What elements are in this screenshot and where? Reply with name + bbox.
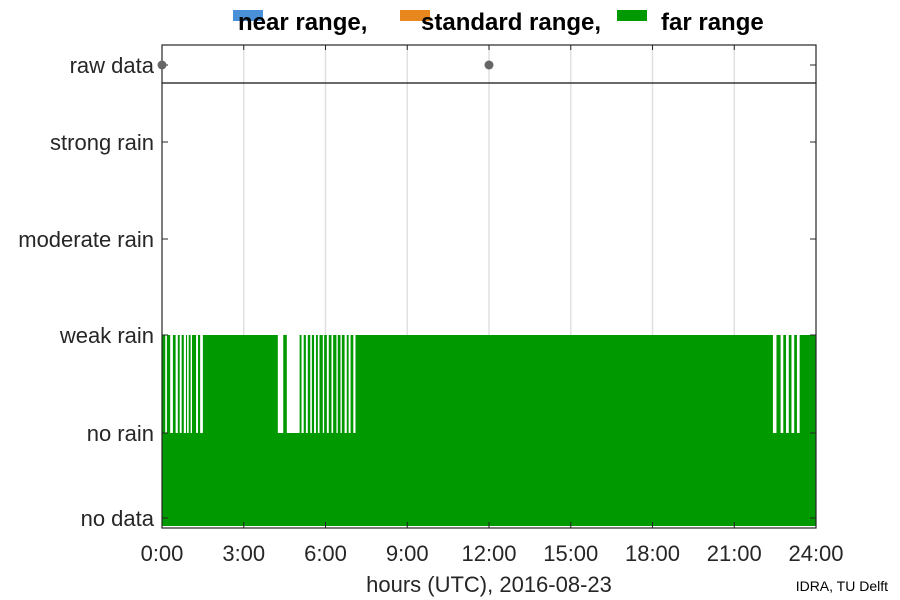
- series-area-weak-rain: [202, 335, 278, 433]
- legend-swatch: [400, 10, 430, 21]
- series-area-weak-rain: [303, 335, 306, 433]
- series-area-weak-rain: [328, 335, 332, 433]
- legend-entry-label: far range: [661, 9, 764, 36]
- raw-data-point: [157, 60, 167, 70]
- series-area-weak-rain: [299, 335, 302, 433]
- legend-entry-label: standard range,: [421, 9, 601, 36]
- credit-label: IDRA, TU Delft: [795, 578, 888, 594]
- y-tick-label: strong rain: [50, 130, 154, 155]
- series-area-base: [162, 433, 816, 526]
- series-area-weak-rain: [788, 335, 792, 433]
- x-tick-label: 9:00: [386, 541, 429, 566]
- x-tick-label: 3:00: [222, 541, 265, 566]
- series-area-weak-rain: [337, 335, 341, 433]
- series-area-weak-rain: [324, 335, 327, 433]
- y-tick-label: no rain: [87, 421, 154, 446]
- series-area-weak-rain: [355, 335, 773, 433]
- legend-swatch: [617, 10, 647, 21]
- series-area-weak-rain: [315, 335, 318, 433]
- series-area-weak-rain: [162, 335, 166, 433]
- series-area-weak-rain: [188, 335, 191, 433]
- x-tick-label: 6:00: [304, 541, 347, 566]
- legend-entry-label: near range,: [238, 9, 367, 36]
- y-tick-label: moderate rain: [18, 227, 154, 252]
- x-tick-label: 21:00: [707, 541, 762, 566]
- series-area-weak-rain: [311, 335, 315, 433]
- series-area-weak-rain: [185, 335, 188, 433]
- x-axis-label: hours (UTC), 2016-08-23: [366, 572, 612, 597]
- series-area-weak-rain: [346, 335, 349, 433]
- series-area-weak-rain: [166, 335, 171, 433]
- series-area-weak-rain: [191, 335, 197, 433]
- series-area-weak-rain: [307, 335, 311, 433]
- series-area-weak-rain: [341, 335, 345, 433]
- x-tick-label: 0:00: [141, 541, 184, 566]
- legend-swatch: [233, 10, 263, 21]
- series-area-weak-rain: [783, 335, 787, 433]
- raw-data-label: raw data: [70, 53, 155, 78]
- series-area-weak-rain: [350, 335, 354, 433]
- y-tick-label: weak rain: [59, 323, 154, 348]
- series-area-weak-rain: [283, 335, 287, 433]
- series-area-weak-rain: [197, 335, 201, 433]
- series-area-weak-rain: [319, 335, 323, 433]
- x-tick-label: 12:00: [461, 541, 516, 566]
- series-area-weak-rain: [172, 335, 176, 433]
- x-tick-label: 18:00: [625, 541, 680, 566]
- series-area-weak-rain: [181, 335, 184, 433]
- series-area-weak-rain: [799, 335, 816, 433]
- series-area-weak-rain: [333, 335, 337, 433]
- series-area-weak-rain: [177, 335, 180, 433]
- series-area-weak-rain: [794, 335, 797, 433]
- raw-data-point: [484, 60, 494, 70]
- x-tick-label: 24:00: [788, 541, 843, 566]
- series-area-weak-rain: [776, 335, 781, 433]
- x-tick-label: 15:00: [543, 541, 598, 566]
- y-tick-label: no data: [81, 506, 155, 531]
